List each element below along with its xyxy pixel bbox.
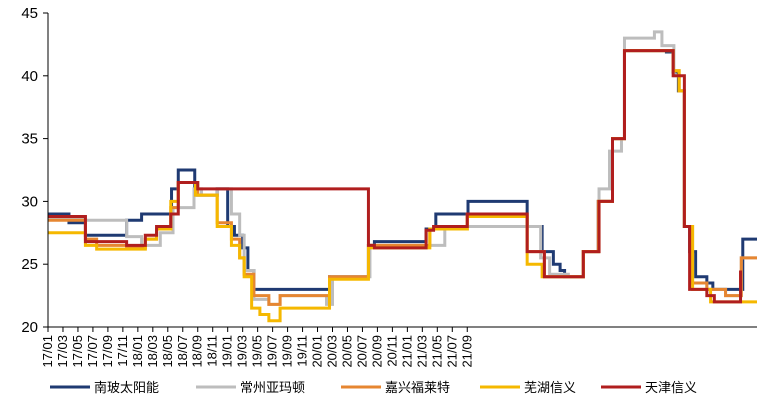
legend-label: 常州亚玛顿 <box>240 381 305 396</box>
x-tick-label: 17/03 <box>55 335 70 368</box>
x-tick-label: 19/03 <box>235 335 250 368</box>
series-line-1 <box>48 49 757 291</box>
x-tick-label: 17/11 <box>115 335 130 367</box>
series-line-3 <box>48 49 757 306</box>
y-tick-label: 45 <box>21 5 38 22</box>
x-tick-label: 20/07 <box>354 335 369 368</box>
x-tick-label: 18/11 <box>205 335 220 367</box>
x-tick-label: 21/01 <box>399 335 414 368</box>
x-tick-label: 20/01 <box>310 335 325 368</box>
y-tick-label: 25 <box>21 256 38 273</box>
x-tick-label: 19/01 <box>220 335 235 368</box>
series-lines <box>48 30 757 323</box>
y-tick-label: 20 <box>21 319 38 336</box>
series-line-4 <box>48 49 757 323</box>
x-tick-label: 20/11 <box>384 335 399 367</box>
x-tick-label: 20/09 <box>369 335 384 368</box>
legend-label: 嘉兴福莱特 <box>385 381 450 396</box>
x-tick-label: 18/09 <box>190 335 205 368</box>
x-tick-label: 18/01 <box>130 335 145 368</box>
legend-label: 芜湖信义 <box>524 381 576 396</box>
x-tick-label: 21/09 <box>459 335 474 368</box>
series-line-5 <box>48 49 743 304</box>
x-tick-label: 17/07 <box>85 335 100 368</box>
series-line-2 <box>48 30 757 306</box>
legend: 南玻太阳能 常州亚玛顿 嘉兴福莱特 芜湖信义 天津信义 <box>50 380 697 396</box>
legend-label: 南玻太阳能 <box>94 380 159 396</box>
y-axis-ticks: 20 25 30 35 40 45 <box>21 5 48 336</box>
x-tick-label: 19/11 <box>295 335 310 367</box>
x-tick-label: 17/05 <box>70 335 85 368</box>
x-tick-label: 21/03 <box>414 335 429 368</box>
x-tick-label: 18/05 <box>160 335 175 368</box>
x-tick-label: 19/09 <box>280 335 295 368</box>
x-tick-label: 21/07 <box>444 335 459 368</box>
x-tick-label: 21/05 <box>429 335 444 368</box>
x-tick-label: 19/07 <box>265 335 280 368</box>
x-tick-label: 18/03 <box>145 335 160 368</box>
y-tick-label: 30 <box>21 193 38 210</box>
x-tick-label: 17/01 <box>40 335 55 368</box>
y-tick-label: 35 <box>21 131 38 148</box>
x-axis-ticks: 17/01 17/03 17/05 17/07 17/09 17/11 18/01 18/03… <box>40 327 474 368</box>
x-tick-label: 19/05 <box>250 335 265 368</box>
x-tick-label: 18/07 <box>175 335 190 368</box>
x-tick-label: 20/03 <box>324 335 339 368</box>
x-tick-label: 17/09 <box>100 335 115 368</box>
x-tick-label: 20/05 <box>339 335 354 368</box>
legend-label: 天津信义 <box>645 381 697 396</box>
y-tick-label: 40 <box>21 68 38 85</box>
